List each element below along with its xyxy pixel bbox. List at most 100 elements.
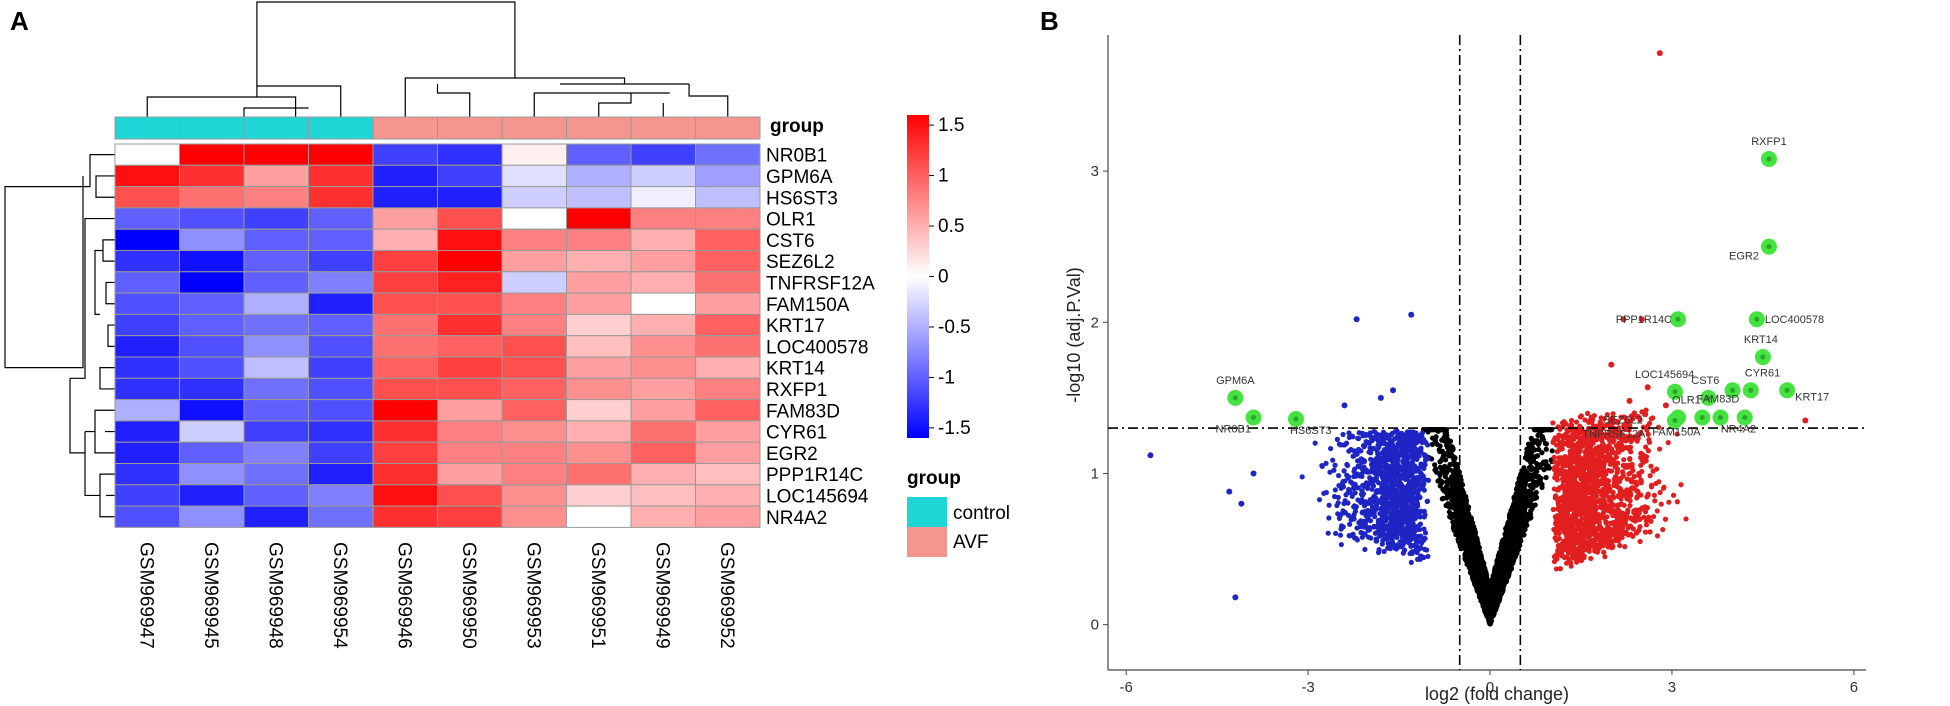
volcano-point-ns — [1509, 507, 1515, 514]
volcano-point-ns — [1462, 541, 1468, 547]
heatmap-cell — [243, 356, 309, 379]
volcano-point-ns — [1450, 511, 1456, 517]
volcano-point-down — [1356, 446, 1362, 453]
heatmap-cell — [501, 207, 567, 230]
gene-label: PPP1R14C — [766, 465, 863, 486]
volcano-point-ns — [1513, 523, 1519, 529]
colorbar-tick-label: -1 — [938, 367, 955, 388]
volcano-point-up — [1550, 420, 1556, 426]
dendrogram-branch — [688, 84, 729, 117]
heatmap-cell — [243, 228, 309, 251]
heatmap-cell — [308, 186, 374, 209]
volcano-point-ns — [1521, 532, 1527, 538]
heatmap-cell — [566, 399, 632, 422]
sample-label: GSM969950 — [458, 542, 479, 649]
heatmap-cell — [437, 335, 503, 358]
dendrogram-branch — [69, 378, 85, 454]
volcano-point-ns — [1434, 441, 1440, 447]
volcano-point-down — [1401, 498, 1408, 505]
sample-label: GSM969946 — [393, 542, 414, 649]
volcano-point-up — [1559, 497, 1565, 503]
volcano-point-ns — [1503, 558, 1509, 564]
heatmap-cell — [372, 313, 438, 337]
volcano-point-down — [1409, 535, 1416, 541]
volcano-point-ns — [1522, 509, 1528, 515]
volcano-point-up — [1662, 516, 1669, 522]
volcano-point-ns — [1435, 478, 1441, 484]
heatmap-cell — [308, 377, 374, 401]
group-cell-avf — [372, 116, 438, 140]
volcano-point-down — [1402, 451, 1408, 457]
heatmap-cell — [566, 164, 632, 188]
heatmap-cell — [372, 505, 438, 528]
volcano-point-down — [1346, 486, 1352, 493]
heatmap-cell — [566, 271, 632, 294]
volcano-point-down — [1399, 530, 1405, 536]
heatmap-cell — [243, 484, 309, 507]
volcano-point-down — [1361, 523, 1367, 529]
heatmap-cell — [695, 505, 761, 528]
volcano-point-ns — [1433, 434, 1439, 440]
volcano-point-down — [1388, 475, 1394, 481]
volcano-point-down — [1418, 432, 1424, 438]
colorbar-tick-label: 1.5 — [938, 115, 964, 136]
volcano-point-down — [1379, 468, 1385, 475]
heatmap-cell — [695, 292, 761, 315]
heatmap-cell — [243, 164, 309, 188]
volcano-point-down — [1412, 437, 1419, 443]
volcano-point-down — [1323, 460, 1329, 466]
heatmap-cell — [437, 463, 503, 486]
heatmap-cell — [437, 186, 503, 209]
volcano-point-ns — [1477, 550, 1483, 556]
volcano-point-ns — [1445, 466, 1451, 473]
volcano-point-ns — [1535, 432, 1541, 438]
dendrogram-branch — [105, 281, 115, 305]
volcano-point-cloud — [1147, 50, 1809, 627]
heatmap-cell — [437, 207, 503, 230]
volcano-point-down — [1388, 542, 1394, 548]
volcano-point-down — [1333, 530, 1339, 537]
volcano-point-down — [1391, 518, 1397, 524]
volcano-point-down — [1359, 499, 1365, 505]
volcano-point-down — [1336, 482, 1342, 489]
heatmap-cell — [695, 356, 761, 379]
volcano-point-ns — [1540, 436, 1546, 443]
volcano-point-down — [1395, 508, 1401, 514]
heatmap-cell — [695, 164, 761, 188]
volcano-point-down — [1422, 457, 1429, 463]
volcano-point-ns — [1505, 528, 1512, 534]
heatmap-cell — [501, 271, 567, 294]
heatmap-cell — [179, 505, 245, 528]
heatmap-cell — [437, 292, 503, 315]
heatmap-cell — [179, 441, 245, 465]
volcano-point-down — [1325, 530, 1331, 536]
volcano-point-down — [1389, 430, 1395, 437]
heatmap-cell — [179, 463, 245, 486]
legend-label-control: control — [953, 503, 1010, 524]
heatmap-cell — [501, 164, 567, 188]
heatmap-cell — [308, 313, 374, 337]
volcano-point-ns — [1482, 580, 1488, 587]
volcano-point-ns — [1498, 562, 1505, 568]
gene-label: OLR1 — [766, 210, 816, 231]
volcano-point-ns — [1453, 517, 1459, 523]
heatmap-cell — [114, 271, 180, 294]
heatmap-cell — [114, 335, 180, 358]
volcano-point-down — [1383, 502, 1389, 508]
volcano-point-down — [1396, 481, 1402, 488]
volcano-point-ns — [1530, 447, 1536, 453]
heatmap-cell — [179, 484, 245, 507]
volcano-point-ns — [1436, 447, 1442, 453]
heatmap-cell — [308, 441, 374, 465]
volcano-point-down — [1363, 512, 1369, 519]
heatmap-cell — [695, 463, 761, 486]
volcano-point-ns — [1529, 506, 1535, 512]
volcano-point-down — [1361, 469, 1367, 475]
volcano-point-down — [1401, 455, 1407, 462]
volcano-point-up — [1648, 463, 1654, 469]
volcano-point-ns — [1447, 514, 1453, 520]
volcano-x-tick-label: 0 — [1486, 679, 1494, 696]
volcano-point-down — [1342, 441, 1349, 447]
heatmap-cell — [501, 484, 567, 507]
volcano-point-down — [1373, 490, 1379, 496]
